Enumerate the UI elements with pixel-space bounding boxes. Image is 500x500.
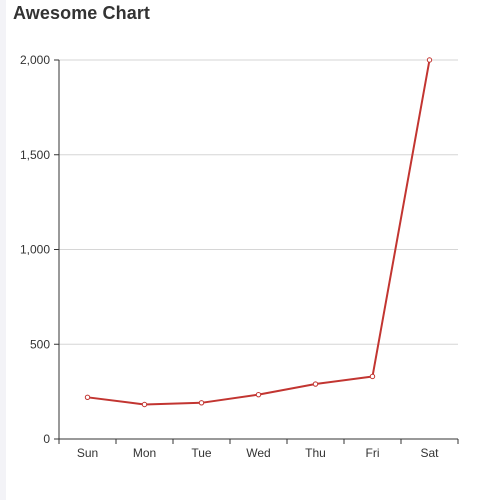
x-tick-label-fri: Fri [366, 446, 380, 460]
x-tick-label-wed: Wed [246, 446, 270, 460]
x-tick-label-sun: Sun [77, 446, 98, 460]
data-point-fri [369, 373, 376, 380]
left-edge-strip [0, 0, 6, 500]
data-point-tue [198, 400, 205, 406]
y-tick-label-500: 500 [30, 337, 50, 351]
y-tick-label-1000: 1,000 [20, 243, 50, 257]
data-point-mon [141, 401, 148, 408]
x-tick-label-mon: Mon [133, 446, 156, 460]
chart-title: Awesome Chart [13, 3, 151, 23]
series-line-0 [86, 59, 431, 406]
data-point-sun [84, 394, 91, 401]
data-point-thu [312, 381, 319, 387]
x-tick-label-tue: Tue [191, 446, 212, 460]
data-point-wed [255, 391, 262, 398]
y-tick-label-0: 0 [43, 432, 50, 446]
y-tick-label-2000: 2,000 [20, 53, 50, 67]
data-point-sat [426, 57, 433, 63]
x-tick-label-sat: Sat [420, 446, 439, 460]
y-tick-label-1500: 1,500 [20, 148, 50, 162]
x-tick-label-thu: Thu [305, 446, 326, 460]
